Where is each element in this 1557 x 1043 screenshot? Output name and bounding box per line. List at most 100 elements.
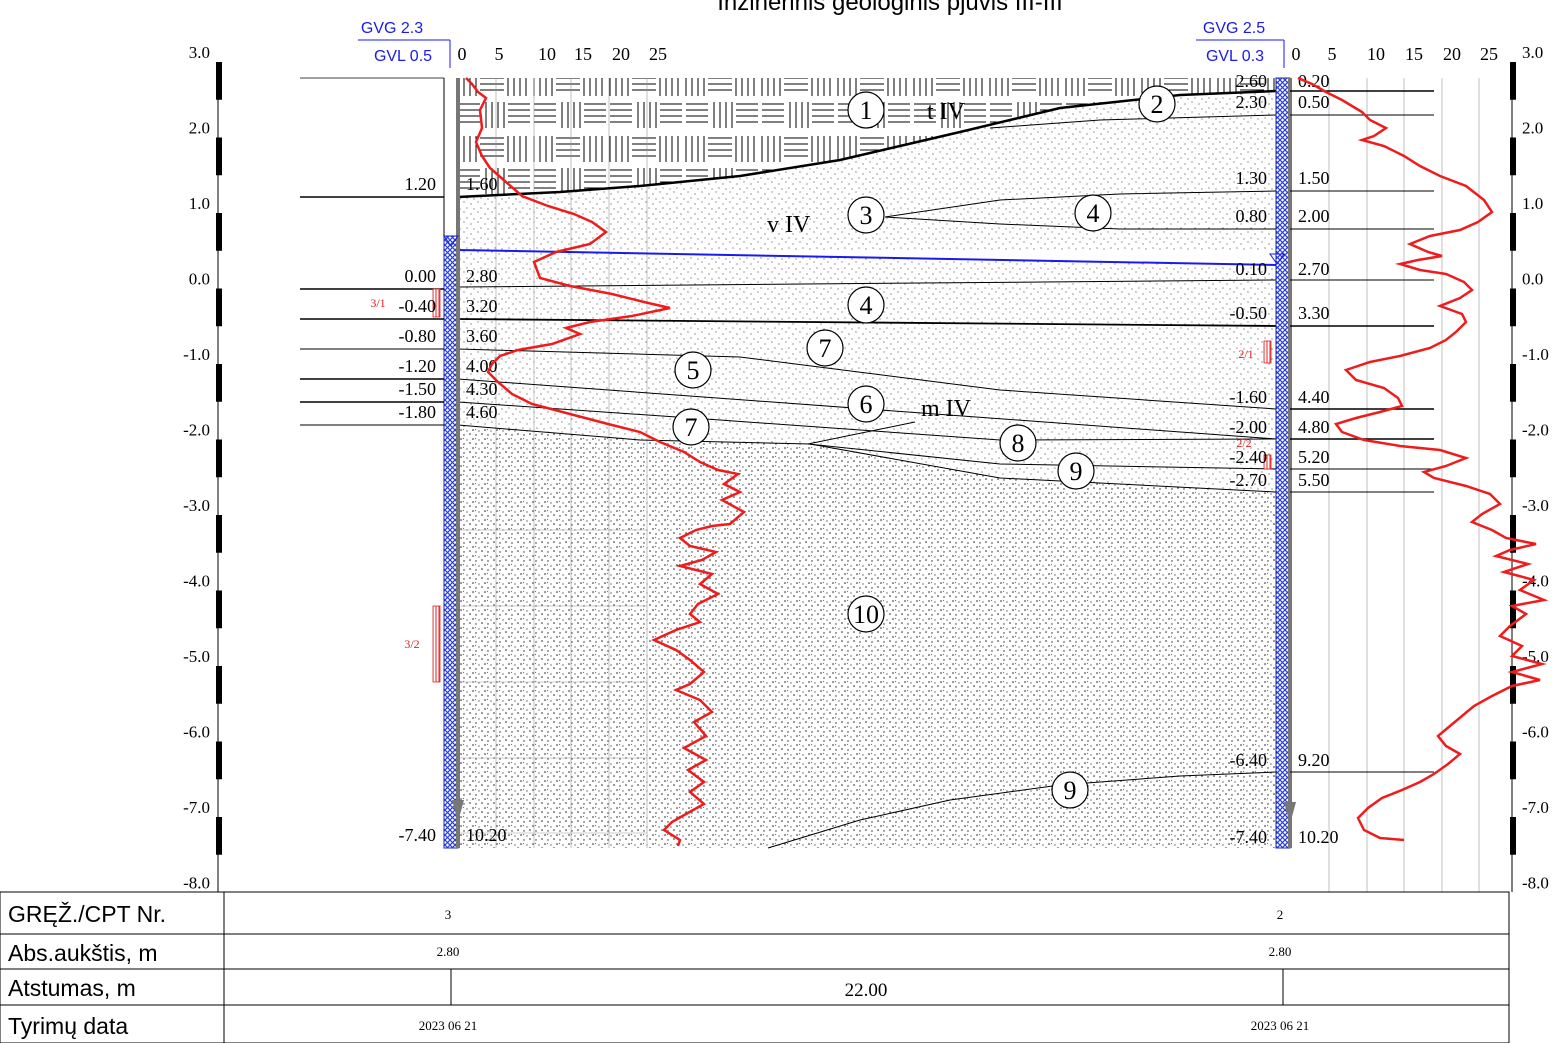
layer-label-9: 9 bbox=[1051, 771, 1089, 809]
elevation-tick-label: -2.0 bbox=[1522, 421, 1549, 440]
layer-area-sand bbox=[458, 425, 1276, 848]
ruler-segment bbox=[1510, 364, 1516, 402]
elevation-label: 1.20 bbox=[405, 174, 437, 194]
depth-label: 3.20 bbox=[466, 296, 498, 316]
ruler-segment bbox=[216, 439, 222, 478]
ruler-segment bbox=[1510, 590, 1516, 629]
elevation-label: -0.50 bbox=[1230, 303, 1268, 323]
left-elevation-scale: 3.0 2.0 1.0 0.0 -1.0 -2.0 -3.0 -4.0 -5.0 -6.0 -7.0… bbox=[183, 43, 222, 893]
elevation-label: -0.80 bbox=[399, 326, 437, 346]
layer-label-7: 7 bbox=[672, 408, 710, 446]
svg-text:5: 5 bbox=[687, 356, 700, 385]
ruler-segment bbox=[216, 364, 222, 402]
cpt-grid bbox=[458, 78, 1480, 892]
elevation-tick-label: -3.0 bbox=[183, 496, 210, 515]
ruler-segment bbox=[216, 137, 222, 176]
cpt-tick-label: 5 bbox=[1328, 44, 1337, 64]
depth-label: 2.70 bbox=[1298, 259, 1330, 279]
borehole-3-casing bbox=[443, 235, 459, 849]
cpt-scale-top-right: 0 5 10 15 20 25 bbox=[1292, 44, 1499, 64]
elevation-tick-label: -5.0 bbox=[183, 647, 210, 666]
layer-label-4-top: 4 bbox=[1074, 194, 1112, 232]
ruler-segment bbox=[216, 213, 222, 251]
ruler-segment bbox=[1510, 137, 1516, 176]
elevation-tick-label: -8.0 bbox=[183, 874, 210, 893]
borehole-2: 2/1 2/2 2.602.30 1.30 0.80 0.10 -0.50 -1.60 -2… bbox=[1230, 71, 1434, 849]
water-level-icon bbox=[1269, 253, 1285, 265]
cpt-tick-label: 20 bbox=[1443, 44, 1461, 64]
elevation-label: 1.30 bbox=[1236, 168, 1268, 188]
row-label-abs: Abs.aukštis, m bbox=[8, 940, 158, 966]
elevation-label: 2.30 bbox=[1236, 92, 1268, 112]
ruler-segment bbox=[216, 817, 222, 855]
elevation-label: -1.80 bbox=[399, 402, 437, 422]
section-title: Inžinerinis geologinis pjūvis III-III bbox=[717, 0, 1063, 16]
elevation-label: -1.20 bbox=[399, 356, 437, 376]
elevation-tick-label: 1.0 bbox=[1522, 194, 1543, 213]
elevation-tick-label: -6.0 bbox=[1522, 723, 1549, 742]
depth-label: 0.20 bbox=[1298, 71, 1330, 91]
depth-label: 4.30 bbox=[466, 379, 498, 399]
elevation-tick-label: -1.0 bbox=[183, 345, 210, 364]
row-label-bh-no: GRĘŽ./CPT Nr. bbox=[8, 901, 166, 927]
row-label-date: Tyrimų data bbox=[8, 1013, 128, 1039]
elevation-tick-label: -7.0 bbox=[183, 798, 210, 817]
depth-label: 4.40 bbox=[1298, 387, 1330, 407]
depth-label: 3.60 bbox=[466, 326, 498, 346]
bh3-gvl: GVL 0.5 bbox=[374, 48, 432, 65]
elevation-tick-label: -3.0 bbox=[1522, 496, 1549, 515]
elevation-tick-label: -1.0 bbox=[1522, 345, 1549, 364]
elevation-tick-label: 2.0 bbox=[189, 119, 210, 138]
cpt-tick-label: 15 bbox=[1405, 44, 1423, 64]
sample-label-3-1: 3/1 bbox=[370, 296, 385, 310]
layer-label-7-top: 7 bbox=[806, 329, 844, 367]
bh3-number: 3 bbox=[445, 907, 452, 922]
elevation-tick-label: -7.0 bbox=[1522, 798, 1549, 817]
ruler-segment bbox=[1510, 817, 1516, 855]
distance-value: 22.00 bbox=[845, 980, 888, 1001]
depth-label: 5.20 bbox=[1298, 447, 1330, 467]
ruler-segment bbox=[216, 515, 222, 553]
row-label-distance: Atstumas, m bbox=[8, 975, 136, 1001]
elevation-label: 2.60 bbox=[1236, 71, 1268, 91]
sample-label-3-2: 3/2 bbox=[404, 637, 419, 651]
cpt-scale-top-left: 0 5 10 15 20 25 bbox=[458, 44, 668, 64]
sample-2-2 bbox=[1263, 454, 1272, 470]
depth-label: 10.20 bbox=[1298, 827, 1339, 847]
elevation-label: -2.00 bbox=[1230, 417, 1268, 437]
svg-text:4: 4 bbox=[1087, 199, 1100, 228]
groundwater-line bbox=[457, 249, 1277, 266]
elevation-tick-label: -2.0 bbox=[183, 421, 210, 440]
bh2-date: 2023 06 21 bbox=[1251, 1018, 1310, 1033]
ruler-segment bbox=[1510, 515, 1516, 553]
ruler-segment bbox=[216, 666, 222, 704]
depth-label: 4.80 bbox=[1298, 417, 1330, 437]
layer-label-4: 4 bbox=[847, 286, 885, 324]
svg-text:10: 10 bbox=[853, 600, 879, 629]
ruler-segment bbox=[216, 741, 222, 780]
svg-text:6: 6 bbox=[860, 390, 873, 419]
depth-label: 2.80 bbox=[466, 266, 498, 286]
svg-text:2: 2 bbox=[1151, 90, 1164, 119]
cpt-curve-2 bbox=[1297, 76, 1549, 842]
bh3-gvg: GVG 2.3 bbox=[361, 20, 423, 37]
ruler-segment bbox=[1510, 213, 1516, 251]
svg-text:3: 3 bbox=[860, 201, 873, 230]
elevation-tick-label: -4.0 bbox=[183, 572, 210, 591]
layer-label-8: 8 bbox=[999, 424, 1037, 462]
elevation-label: 0.80 bbox=[1236, 206, 1268, 226]
layer-label-3: 3 bbox=[847, 196, 885, 234]
cpt-tick-label: 0 bbox=[1292, 44, 1301, 64]
depth-label: 1.50 bbox=[1298, 168, 1330, 188]
age-label-t-iv: t IV bbox=[927, 99, 966, 125]
borehole-2-casing bbox=[1275, 77, 1291, 849]
elevation-tick-label: 3.0 bbox=[189, 43, 210, 62]
cpt-tick-label: 10 bbox=[538, 44, 556, 64]
ruler-segment bbox=[1510, 288, 1516, 327]
bh2-gvg: GVG 2.5 bbox=[1203, 20, 1265, 37]
svg-text:7: 7 bbox=[819, 334, 832, 363]
depth-label: 5.50 bbox=[1298, 470, 1330, 490]
layer-label-6: 6 bbox=[847, 385, 885, 423]
cpt-tick-label: 25 bbox=[649, 44, 667, 64]
sample-label-2-2: 2/2 bbox=[1236, 436, 1251, 450]
